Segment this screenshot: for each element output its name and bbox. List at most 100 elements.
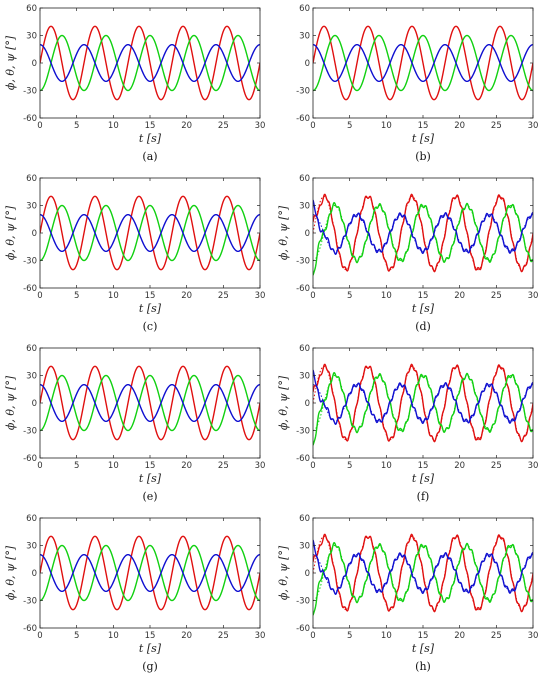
x-tick-label: 25 [218,631,229,641]
series-reference-3 [313,214,533,252]
y-tick-label: -30 [296,87,310,97]
x-tick-label: 25 [491,291,502,301]
x-tick-label: 25 [491,631,502,641]
x-tick-label: 5 [74,121,79,131]
x-tick-label: 30 [528,121,539,131]
panel-label: (d) [415,320,431,333]
panel-label: (b) [415,150,431,163]
x-tick-label: 0 [37,631,42,641]
y-tick-label: 30 [299,32,310,42]
y-tick-label: 0 [305,569,310,579]
y-tick-label: 30 [299,542,310,552]
y-tick-label: 30 [26,542,37,552]
x-tick-label: 10 [108,291,119,301]
x-tick-label: 30 [528,461,539,471]
series-line-1 [313,25,533,101]
y-tick-label: 0 [32,59,37,69]
y-axis-label: ϕ, θ, ψ [°] [277,545,290,600]
x-tick-label: 15 [418,631,429,641]
y-tick-label: -30 [296,427,310,437]
y-tick-label: -60 [23,284,37,294]
y-axis-label: ϕ, θ, ψ [°] [4,35,17,90]
x-tick-label: 5 [347,631,352,641]
x-tick-label: 5 [347,291,352,301]
y-tick-label: 30 [26,32,37,42]
x-axis-label: t [s] [139,302,162,315]
x-tick-label: 30 [255,291,266,301]
x-tick-label: 15 [418,121,429,131]
panel-h: 0 5 10 15 20 25 30 -60 -30 0 30 60 t [s] ϕ, θ, ψ [°] (… [277,514,538,673]
x-axis-label: t [s] [412,472,435,485]
series-line-3 [313,43,533,83]
series-reference-3 [313,384,533,422]
y-tick-label: -60 [23,454,37,464]
panel-label: (e) [142,490,157,503]
x-tick-label: 5 [74,631,79,641]
x-tick-label: 30 [528,631,539,641]
series-line-2 [40,374,260,432]
series-line-3 [313,369,533,425]
y-tick-label: -60 [296,624,310,634]
y-tick-label: -30 [23,597,37,607]
series-reference-3 [313,554,533,592]
x-tick-label: 25 [491,121,502,131]
panel-g: 0 5 10 15 20 25 30 -60 -30 0 30 60 t [s] ϕ, θ, ψ [°] (… [4,514,265,673]
series-line-3 [313,539,533,595]
x-tick-label: 15 [145,461,156,471]
series-reference-1 [313,365,533,441]
series-line-1 [40,195,260,271]
x-tick-label: 15 [145,121,156,131]
y-tick-label: -30 [296,597,310,607]
series-line-1 [40,365,260,441]
x-tick-label: 0 [37,121,42,131]
x-tick-label: 20 [181,461,192,471]
y-tick-label: 0 [32,229,37,239]
series-line-1 [313,193,533,273]
y-tick-label: 60 [26,4,37,14]
y-tick-label: -60 [296,114,310,124]
x-tick-label: 5 [74,461,79,471]
series-line-1 [40,535,260,611]
y-tick-label: 60 [299,514,310,524]
x-tick-label: 0 [37,461,42,471]
y-tick-label: 0 [32,569,37,579]
x-tick-label: 10 [108,631,119,641]
panel-label: (h) [415,660,431,673]
y-tick-label: -30 [23,427,37,437]
series-line-1 [313,363,533,443]
x-tick-label: 20 [181,121,192,131]
x-axis-label: t [s] [412,642,435,655]
x-axis-label: t [s] [412,302,435,315]
y-tick-label: -30 [23,257,37,267]
x-tick-label: 5 [347,121,352,131]
x-axis-label: t [s] [139,642,162,655]
series-line-2 [313,371,533,446]
x-tick-label: 5 [74,291,79,301]
y-tick-label: -30 [23,87,37,97]
series-line-1 [313,533,533,613]
x-tick-label: 25 [491,461,502,471]
panel-e: 0 5 10 15 20 25 30 -60 -30 0 30 60 t [s] ϕ, θ, ψ [°] (… [4,344,265,503]
y-tick-label: -60 [23,114,37,124]
y-tick-label: -60 [296,284,310,294]
x-tick-label: 25 [218,291,229,301]
x-tick-label: 10 [381,461,392,471]
y-tick-label: 0 [305,399,310,409]
x-tick-label: 25 [218,461,229,471]
panel-a: 0 5 10 15 20 25 30 -60 -30 0 30 60 t [s] ϕ, θ, ψ [°] (… [4,4,265,163]
x-axis-label: t [s] [139,472,162,485]
y-axis-label: ϕ, θ, ψ [°] [277,205,290,260]
panel-label: (f) [417,490,430,503]
series-line-2 [313,201,533,276]
x-tick-label: 20 [454,291,465,301]
x-tick-label: 15 [418,461,429,471]
y-tick-label: 60 [26,514,37,524]
x-tick-label: 30 [528,291,539,301]
x-tick-label: 30 [255,121,266,131]
series-line-3 [40,553,260,593]
x-tick-label: 5 [347,461,352,471]
x-tick-label: 15 [145,631,156,641]
y-axis-label: ϕ, θ, ψ [°] [4,375,17,430]
series-line-3 [40,383,260,423]
